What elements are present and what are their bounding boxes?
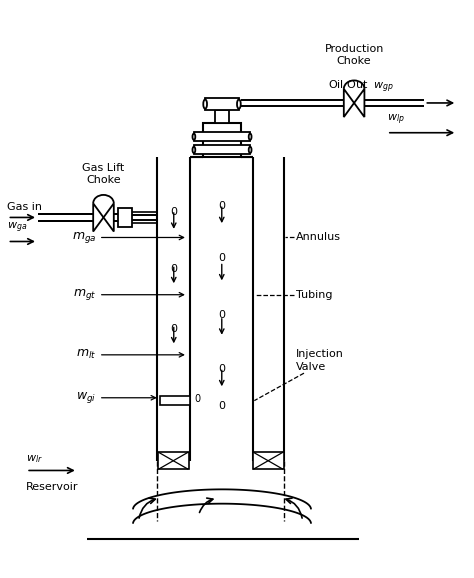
Ellipse shape <box>192 134 195 140</box>
Bar <box>158 452 189 469</box>
Polygon shape <box>93 203 103 232</box>
Text: Oil Out  $w_{gp}$: Oil Out $w_{gp}$ <box>328 79 395 95</box>
Polygon shape <box>344 89 354 117</box>
Text: 0: 0 <box>218 201 225 211</box>
Text: $w_{gi}$: $w_{gi}$ <box>76 390 97 405</box>
Text: $w_{lr}$: $w_{lr}$ <box>26 453 43 465</box>
Bar <box>203 123 241 157</box>
Bar <box>253 452 284 469</box>
Text: Annulus: Annulus <box>296 232 340 243</box>
Text: 0: 0 <box>218 401 225 412</box>
Ellipse shape <box>237 99 241 109</box>
Text: $m_{ga}$: $m_{ga}$ <box>72 230 97 245</box>
Text: Tubing: Tubing <box>296 290 332 300</box>
Text: 0: 0 <box>218 253 225 262</box>
Bar <box>160 396 190 405</box>
Polygon shape <box>354 89 365 117</box>
Text: $w_{lp}$: $w_{lp}$ <box>387 113 405 127</box>
Bar <box>194 145 250 154</box>
Text: Production
Choke: Production Choke <box>324 43 384 66</box>
Text: Gas in: Gas in <box>8 202 43 212</box>
Ellipse shape <box>203 99 207 109</box>
Text: $w_{ga}$: $w_{ga}$ <box>8 220 28 235</box>
Text: $m_{gt}$: $m_{gt}$ <box>73 287 97 302</box>
Bar <box>215 110 229 123</box>
Bar <box>194 132 250 141</box>
Ellipse shape <box>249 134 252 140</box>
Bar <box>118 208 132 227</box>
Ellipse shape <box>192 147 195 153</box>
Ellipse shape <box>249 147 252 153</box>
Text: Gas Lift
Choke: Gas Lift Choke <box>82 162 125 185</box>
Text: Reservoir: Reservoir <box>26 482 79 492</box>
Polygon shape <box>103 203 114 232</box>
Text: 0: 0 <box>218 310 225 320</box>
Text: 0: 0 <box>170 207 177 217</box>
Bar <box>205 98 239 110</box>
Text: 0: 0 <box>194 394 200 405</box>
Text: $m_{lt}$: $m_{lt}$ <box>76 349 97 361</box>
Text: 0: 0 <box>218 364 225 374</box>
Text: 0: 0 <box>170 324 177 334</box>
Text: 0: 0 <box>170 264 177 274</box>
Text: Injection
Valve: Injection Valve <box>296 349 344 372</box>
